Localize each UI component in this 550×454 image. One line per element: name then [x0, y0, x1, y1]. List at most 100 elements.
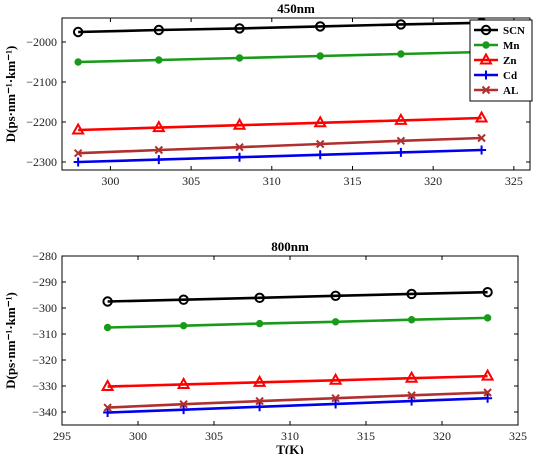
y-tick-label: −300	[32, 301, 57, 315]
data-point	[315, 150, 325, 160]
x-tick-label: 325	[505, 174, 523, 188]
data-point	[396, 136, 406, 146]
x-tick-label: 300	[129, 429, 147, 443]
data-point	[406, 288, 417, 300]
data-point	[474, 110, 489, 123]
plot-area	[61, 17, 531, 171]
data-point	[315, 21, 326, 32]
data-point	[73, 157, 83, 167]
data-point	[313, 115, 327, 128]
legend: SCN Mn Zn Cd AL	[469, 19, 533, 102]
data-point	[483, 314, 492, 322]
data-point	[316, 52, 324, 60]
legend-swatch-marker	[479, 52, 493, 65]
data-point	[404, 370, 419, 383]
y-tick-label: −2100	[26, 75, 57, 89]
x-tick-label: 300	[101, 174, 119, 188]
data-point	[483, 388, 492, 397]
series-line	[78, 116, 482, 132]
data-point	[103, 403, 112, 412]
series-line	[78, 21, 482, 34]
data-point	[331, 318, 340, 326]
y-tick-label: −330	[32, 379, 57, 393]
data-point	[155, 56, 163, 64]
legend-box	[469, 19, 533, 102]
data-point	[154, 145, 164, 155]
data-point	[178, 294, 189, 305]
data-point	[331, 394, 340, 403]
series-line	[78, 148, 482, 164]
series-line	[107, 316, 488, 329]
series-2	[103, 314, 492, 332]
x-tick-label: 305	[182, 174, 200, 188]
plot-area	[61, 255, 519, 426]
y-axis-label: D(ps·nm⁻¹·km⁻¹)	[3, 46, 18, 143]
data-point	[235, 54, 244, 62]
data-point	[394, 112, 408, 125]
y-tick-label: −2200	[26, 115, 57, 129]
y-tick-label: −2000	[26, 35, 57, 49]
chart-1: 450nm 300 305 310 315 320 325 −2300 −2200 −2100 −2…	[3, 1, 533, 188]
legend-label: Cd	[503, 70, 517, 82]
x-tick-label: 315	[357, 429, 375, 443]
data-point	[255, 319, 264, 328]
chart-title: 450nm	[277, 1, 315, 16]
data-point	[255, 396, 264, 406]
data-point	[407, 316, 416, 324]
x-tick-label: 320	[433, 429, 451, 443]
data-point	[315, 139, 325, 149]
legend-swatch-marker	[481, 85, 491, 95]
data-point	[395, 19, 407, 30]
legend-swatch-marker	[480, 24, 492, 36]
legend-swatch-marker	[481, 70, 491, 80]
x-tick-label: 305	[205, 429, 223, 443]
y-tick-label: −290	[32, 275, 57, 289]
data-point	[179, 399, 188, 409]
series-1	[102, 286, 493, 307]
data-point	[232, 117, 247, 130]
data-point	[103, 323, 112, 332]
y-tick-label: −320	[32, 353, 57, 367]
series-line	[78, 50, 482, 64]
series-line	[78, 136, 482, 155]
data-point	[152, 120, 166, 133]
legend-label: Mn	[503, 40, 520, 52]
x-axis-label: T(K)	[276, 442, 303, 454]
y-tick-label: −340	[32, 405, 57, 419]
series-line	[107, 396, 488, 414]
data-point	[254, 292, 265, 304]
chart-2: 800nm 295 300 305 310 315 320 325 −340 −330 −320 −3…	[3, 239, 527, 454]
data-point	[235, 152, 245, 162]
data-point	[72, 26, 84, 38]
data-point	[103, 408, 113, 418]
legend-label: SCN	[503, 25, 525, 37]
y-tick-label: −2300	[26, 155, 57, 169]
data-point	[407, 391, 416, 400]
data-point	[252, 374, 267, 387]
data-point	[480, 368, 495, 381]
data-point	[176, 376, 191, 389]
data-point	[477, 145, 487, 155]
data-point	[328, 372, 343, 385]
x-tick-label: 295	[53, 429, 71, 443]
data-point	[154, 155, 164, 165]
data-point	[74, 58, 82, 66]
series-line	[107, 391, 488, 409]
y-axis-label: D(ps·nm⁻¹·km⁻¹)	[3, 292, 18, 389]
y-tick-label: −280	[32, 249, 57, 263]
legend-label: Zn	[503, 55, 516, 67]
data-point	[331, 399, 341, 409]
x-tick-label: 310	[263, 174, 281, 188]
data-point	[234, 23, 245, 34]
data-point	[153, 24, 165, 36]
series-cd	[73, 145, 487, 167]
series-al	[73, 133, 486, 158]
data-point	[102, 296, 113, 307]
legend-label: AL	[503, 85, 518, 97]
data-point	[255, 402, 265, 412]
data-point	[397, 50, 405, 58]
x-tick-label: 315	[343, 174, 361, 188]
data-point	[179, 321, 188, 330]
data-point	[407, 396, 417, 406]
